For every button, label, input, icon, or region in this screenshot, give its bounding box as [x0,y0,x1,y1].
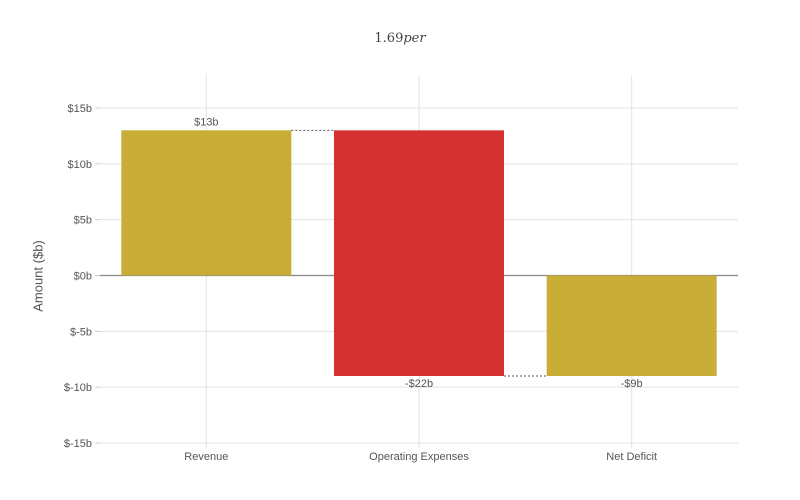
bar-operating-expenses[interactable] [334,130,504,376]
y-tick-label: $-5b [70,326,92,338]
y-tick-label: $-15b [64,438,92,450]
bar-revenue[interactable] [121,130,292,276]
x-tick-label: Revenue [184,451,228,463]
bar-value-label: -$9b [621,378,643,390]
y-tick-label: $5b [74,215,92,227]
y-tick-label: $0b [74,271,92,283]
bar-net-deficit[interactable] [546,275,717,377]
y-tick-label: $-10b [64,382,92,394]
y-tick-label: $15b [68,103,92,115]
y-tick-label: $10b [68,159,92,171]
chart-title: 1.69per [374,31,426,46]
bar-value-label: $13b [194,116,218,128]
x-tick-label: Operating Expenses [369,451,469,463]
bar-value-label: -$22b [405,378,433,390]
x-tick-label: Net Deficit [606,451,657,463]
